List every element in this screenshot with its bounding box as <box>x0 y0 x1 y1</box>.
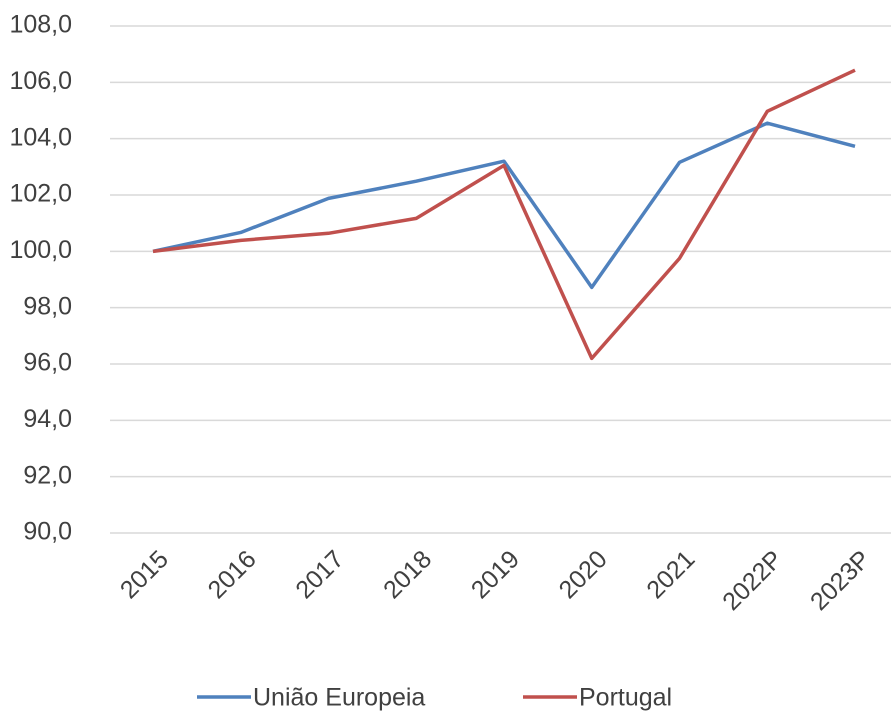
y-tick-label: 94,0 <box>23 405 72 433</box>
x-tick-label: 2021 <box>641 545 700 604</box>
x-tick-label: 2018 <box>378 545 437 604</box>
x-tick-label: 2019 <box>466 545 525 604</box>
x-tick-label: 2016 <box>203 545 262 604</box>
y-tick-label: 108,0 <box>9 11 72 39</box>
x-tick-label: 2020 <box>554 545 613 604</box>
y-tick-label: 106,0 <box>9 67 72 95</box>
y-tick-label: 102,0 <box>9 180 72 208</box>
y-tick-label: 90,0 <box>23 518 72 546</box>
y-tick-label: 92,0 <box>23 461 72 489</box>
y-tick-label: 100,0 <box>9 236 72 264</box>
y-tick-label: 96,0 <box>23 349 72 377</box>
x-tick-label: 2023P <box>805 545 876 616</box>
legend-label: União Europeia <box>253 684 425 712</box>
legend-label: Portugal <box>579 684 672 712</box>
x-tick-label: 2017 <box>290 545 349 604</box>
y-tick-label: 104,0 <box>9 123 72 151</box>
y-tick-label: 98,0 <box>23 292 72 320</box>
series-line <box>152 68 856 361</box>
series-line <box>152 121 856 290</box>
x-tick-label: 2015 <box>115 545 174 604</box>
x-tick-label: 2022P <box>717 545 788 616</box>
